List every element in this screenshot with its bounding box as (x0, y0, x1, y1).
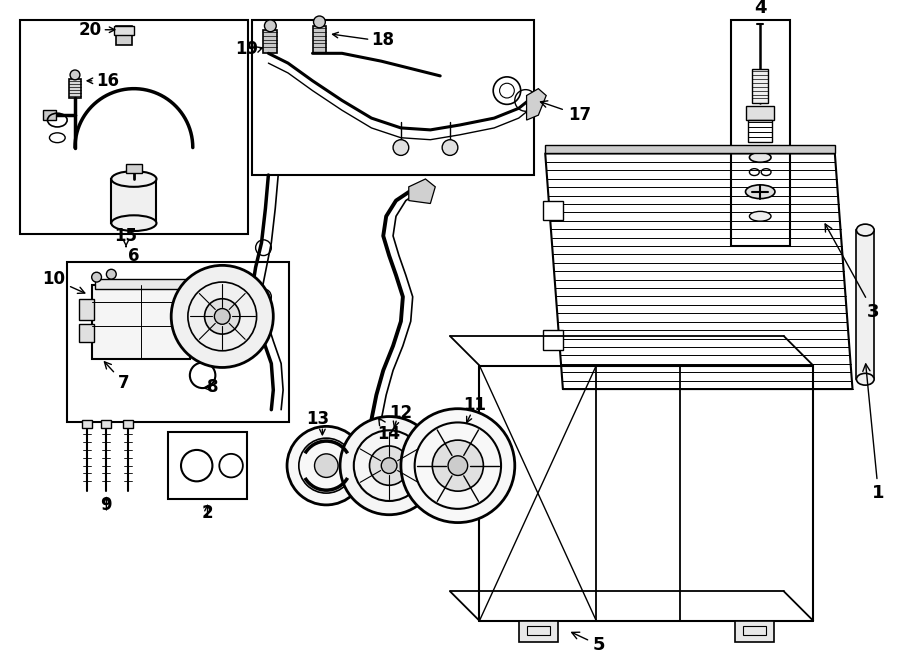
Text: 8: 8 (203, 378, 218, 396)
Text: 15: 15 (114, 227, 138, 245)
Text: 4: 4 (754, 0, 767, 17)
Bar (312, 26, 327, 54)
Polygon shape (409, 179, 436, 204)
Circle shape (92, 272, 102, 282)
Bar (126, 164, 141, 173)
Circle shape (442, 139, 458, 155)
Text: 14: 14 (378, 418, 400, 444)
Circle shape (171, 265, 274, 368)
Text: 20: 20 (78, 20, 102, 39)
Bar (102, 420, 112, 428)
Circle shape (70, 70, 80, 80)
Polygon shape (545, 145, 835, 153)
Bar (264, 30, 277, 54)
Bar (20, 20, 248, 234)
Ellipse shape (745, 185, 775, 198)
Circle shape (314, 454, 338, 477)
Circle shape (214, 309, 230, 325)
Text: 5: 5 (572, 632, 606, 654)
Ellipse shape (112, 171, 157, 187)
Text: 11: 11 (463, 396, 486, 414)
Text: 7: 7 (104, 362, 130, 392)
Bar (746, 106, 774, 120)
Text: 1: 1 (863, 364, 885, 502)
Circle shape (370, 446, 409, 485)
Bar (112, 179, 157, 223)
Text: 9: 9 (101, 496, 112, 514)
Text: 18: 18 (372, 30, 394, 48)
Bar (544, 200, 562, 220)
Ellipse shape (857, 373, 874, 385)
Bar (79, 325, 94, 342)
Text: 12: 12 (390, 404, 412, 422)
Circle shape (400, 408, 515, 523)
Bar (42, 110, 57, 120)
Bar (544, 330, 562, 350)
Bar (742, 626, 766, 635)
Circle shape (204, 299, 240, 334)
Ellipse shape (750, 153, 771, 163)
Text: 17: 17 (541, 101, 591, 124)
Bar (518, 621, 558, 642)
Ellipse shape (750, 212, 771, 221)
Circle shape (432, 440, 483, 491)
Circle shape (265, 20, 276, 32)
Text: 3: 3 (825, 224, 879, 321)
Text: 16: 16 (96, 72, 120, 90)
Bar (79, 299, 94, 321)
Bar (123, 420, 133, 428)
Bar (752, 69, 768, 103)
Ellipse shape (112, 215, 157, 231)
Text: 10: 10 (42, 270, 85, 293)
Bar (116, 26, 132, 46)
Text: 13: 13 (306, 410, 329, 428)
Bar (82, 420, 92, 428)
Text: 6: 6 (128, 247, 140, 264)
Bar (92, 285, 190, 359)
Bar (69, 79, 81, 98)
Circle shape (287, 426, 365, 505)
Circle shape (313, 16, 325, 28)
Bar (731, 20, 789, 246)
Circle shape (393, 139, 409, 155)
Bar (68, 262, 289, 422)
Ellipse shape (857, 224, 874, 236)
Bar (734, 621, 774, 642)
Text: 19: 19 (236, 40, 258, 58)
Bar (749, 120, 772, 141)
Circle shape (448, 456, 468, 475)
Bar (114, 26, 134, 34)
Polygon shape (526, 89, 546, 120)
Bar (94, 279, 187, 289)
Circle shape (382, 458, 397, 473)
Circle shape (106, 269, 116, 279)
Bar (168, 432, 247, 499)
Bar (857, 230, 874, 379)
Text: 2: 2 (202, 504, 213, 522)
Bar (252, 20, 535, 175)
Circle shape (340, 416, 438, 515)
Bar (526, 626, 550, 635)
